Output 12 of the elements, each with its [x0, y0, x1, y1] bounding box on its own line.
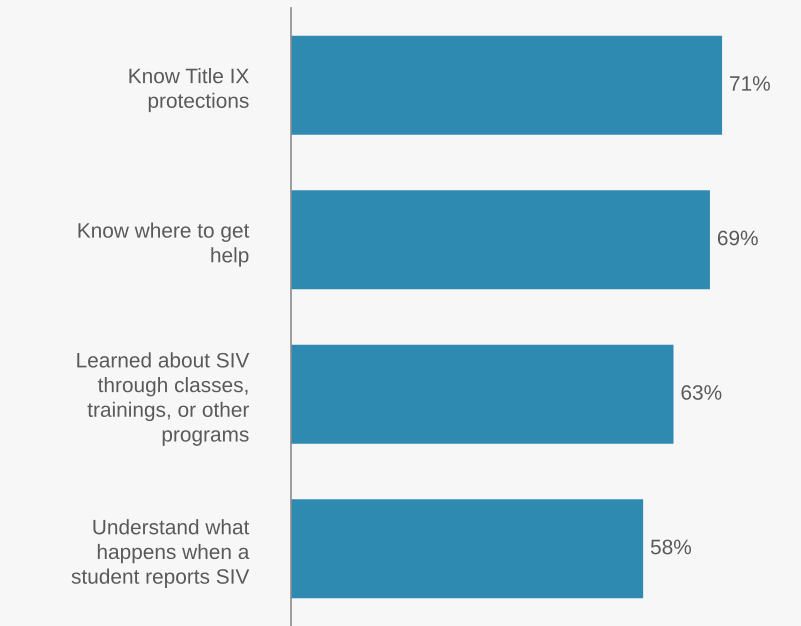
bar	[291, 499, 644, 598]
data-label: 71%	[730, 76, 770, 91]
data-label: 58%	[650, 540, 692, 554]
bar	[291, 36, 722, 135]
bar	[291, 190, 710, 290]
y-tick-label: Know where to get help	[78, 222, 250, 267]
data-label: 69%	[718, 230, 758, 246]
y-tick-label: Learned about SIV through classes, trainings, or other programs	[77, 352, 250, 446]
y-tick-label: Know Title IX protections	[129, 68, 249, 112]
data-label: 63%	[682, 385, 722, 400]
y-tick-label: Understand what happens when a student reports SIV	[72, 519, 250, 588]
bar	[291, 344, 674, 444]
